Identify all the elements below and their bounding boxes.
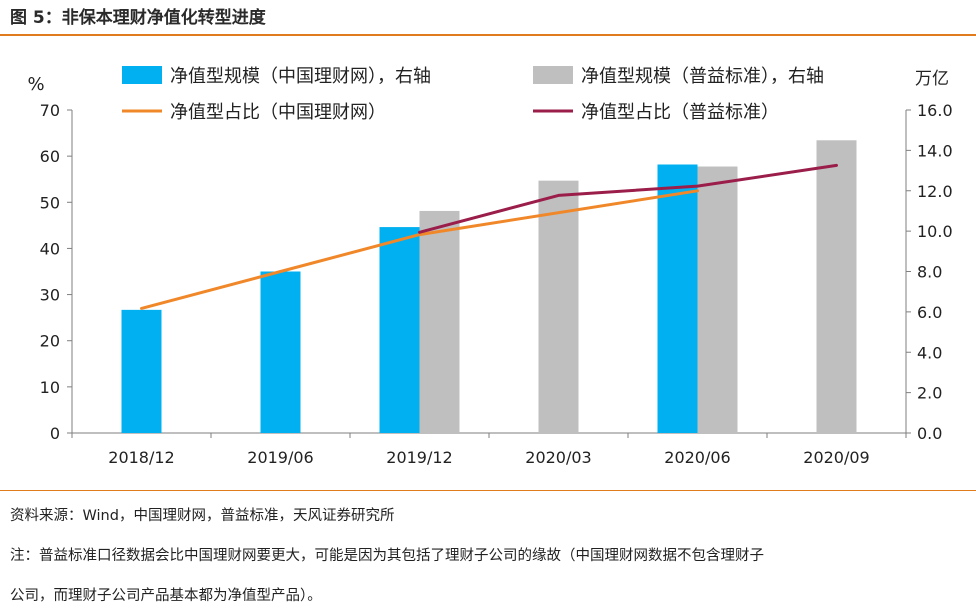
left-tick-label: 30 [40,286,60,305]
legend-label-2: 净值型规模（普益标准），右轴 [581,66,824,87]
left-tick-label: 10 [40,378,60,397]
line-series-1 [140,189,699,310]
footnote-line-2: 公司，而理财子公司产品基本都为净值型产品）。 [10,588,322,604]
right-tick-label: 0.0 [917,424,942,443]
right-tick-label: 14.0 [917,141,953,160]
figure-title: 图 5：非保本理财净值化转型进度 [10,8,266,28]
left-tick-label: 50 [40,193,60,212]
chart-ticks: 0 10 20 30 40 50 60 70 0.0 2.0 4.0 6.0 8.0 10.0 12.0 14… [27,69,952,467]
left-axis-label: % [27,74,44,95]
bar-s2-4 [697,166,738,433]
bar-s1-1 [260,271,301,433]
source-note: 资料来源：Wind，中国理财网，普益标准，天风证券研究所 [10,508,395,524]
right-tick-label: 2.0 [917,384,942,403]
bar-s2-2 [419,210,460,433]
right-tick-label: 10.0 [917,222,953,241]
right-axis-label: 万亿 [915,69,949,89]
legend-swatch-bar-1 [122,66,162,84]
x-tick-label: 2020/03 [525,448,591,467]
chart-svg: 0 10 20 30 40 50 60 70 0.0 2.0 4.0 6.0 8.0 10.0 12.0 14… [27,66,953,467]
line-series-2 [418,163,838,234]
chart-axes [67,109,911,438]
footnote-line-1: 注：普益标准口径数据会比中国理财网要更大，可能是因为其包括了理财子公司的缘故（中… [10,548,764,564]
left-tick-label: 20 [40,332,60,351]
x-tick-label: 2019/12 [386,448,452,467]
legend-swatch-bar-2 [533,66,573,84]
left-tick-label: 70 [40,101,60,120]
left-tick-label: 60 [40,147,60,166]
bar-s2-3 [538,180,579,433]
chart-lines [140,163,838,310]
right-tick-label: 8.0 [917,263,942,282]
x-tick-label: 2019/06 [247,448,313,467]
x-tick-label: 2020/06 [664,448,730,467]
bar-s2-5 [816,140,857,433]
right-tick-label: 6.0 [917,303,942,322]
bar-s1-2 [379,227,420,433]
left-tick-label: 0 [50,424,60,443]
bar-s1-4 [657,164,698,433]
legend-label-1: 净值型规模（中国理财网），右轴 [170,66,431,87]
right-tick-label: 16.0 [917,101,953,120]
legend-label-3: 净值型占比（中国理财网） [170,102,386,123]
right-tick-label: 12.0 [917,182,953,201]
source-rule [0,490,976,491]
bar-s1-0 [121,309,162,433]
right-tick-label: 4.0 [917,343,942,362]
x-tick-label: 2020/09 [803,448,869,467]
title-rule [0,34,976,36]
chart-bars [121,140,857,433]
x-tick-label: 2018/12 [108,448,174,467]
legend-label-4: 净值型占比（普益标准） [581,102,779,123]
chart-legend: 净值型规模（中国理财网），右轴 净值型规模（普益标准），右轴净值型占比（中国理财网… [122,66,824,123]
left-tick-label: 40 [40,239,60,258]
